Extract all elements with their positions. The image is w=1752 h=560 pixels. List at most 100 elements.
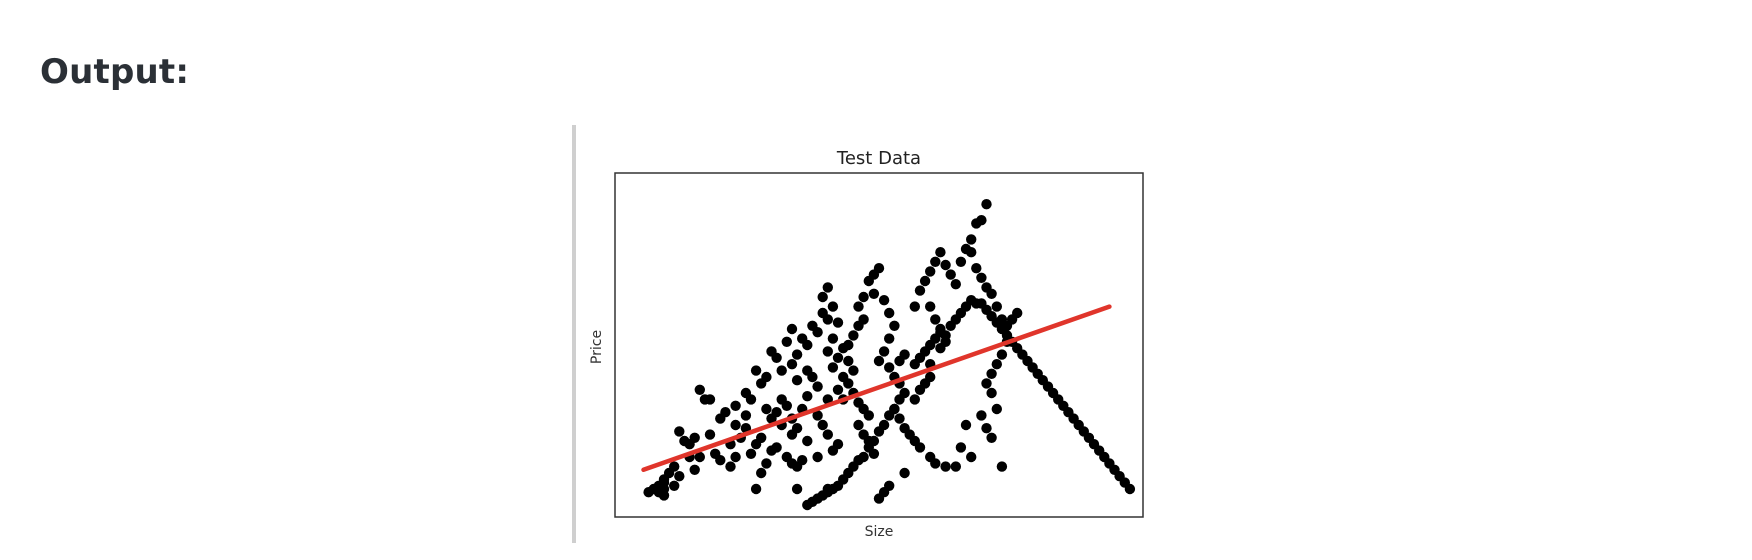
data-point <box>919 275 931 287</box>
data-point <box>710 448 721 459</box>
data-point <box>848 330 859 341</box>
data-point <box>776 365 787 376</box>
data-point <box>945 269 956 280</box>
data-point <box>899 467 910 479</box>
data-point <box>955 256 967 267</box>
data-point <box>838 371 849 383</box>
data-point <box>817 291 828 303</box>
data-point <box>643 487 654 498</box>
data-point <box>981 423 992 434</box>
data-point <box>894 394 905 405</box>
data-point <box>807 371 818 383</box>
data-point <box>791 349 803 360</box>
data-point <box>832 352 844 363</box>
output-heading: Output: <box>40 52 190 92</box>
data-point <box>771 442 782 453</box>
data-point <box>674 426 685 437</box>
data-point <box>848 365 859 376</box>
data-point <box>966 451 977 463</box>
data-point <box>884 362 895 373</box>
data-point <box>935 247 946 258</box>
data-point <box>858 314 869 325</box>
data-point <box>925 371 936 383</box>
data-point <box>873 263 885 274</box>
data-point <box>730 400 741 411</box>
data-point <box>986 387 997 399</box>
data-point <box>704 429 716 440</box>
data-point <box>750 483 762 495</box>
data-point <box>761 458 772 469</box>
data-point <box>766 346 777 357</box>
data-point <box>802 435 813 447</box>
y-axis-label: Price <box>589 330 605 364</box>
data-point <box>986 368 997 379</box>
data-point <box>950 279 961 290</box>
data-point <box>991 301 1002 312</box>
data-point <box>802 339 813 351</box>
data-point <box>950 461 961 472</box>
data-point <box>679 435 690 447</box>
data-point <box>786 323 798 335</box>
data-point <box>812 410 823 421</box>
data-point <box>791 423 803 434</box>
data-point <box>817 419 828 431</box>
data-point <box>925 266 936 277</box>
data-point <box>884 410 895 421</box>
data-point <box>720 407 731 418</box>
data-point <box>832 439 844 450</box>
data-point <box>930 256 941 267</box>
data-point <box>940 330 951 341</box>
data-point <box>878 346 890 357</box>
data-point <box>853 419 864 431</box>
data-point <box>863 442 874 453</box>
data-point <box>991 359 1002 370</box>
data-point <box>812 327 823 338</box>
data-point <box>996 461 1008 472</box>
data-point <box>863 410 874 421</box>
data-point <box>884 333 895 344</box>
data-point <box>689 432 700 443</box>
data-point <box>786 359 798 370</box>
data-point <box>822 346 833 357</box>
data-point <box>1012 307 1023 319</box>
data-point <box>976 215 987 226</box>
data-point <box>832 384 844 395</box>
data-point <box>730 419 741 431</box>
data-point <box>689 464 700 475</box>
data-point <box>940 461 951 472</box>
data-point <box>873 426 885 437</box>
data-point <box>843 339 854 351</box>
data-point <box>822 282 833 293</box>
data-point <box>750 439 762 450</box>
data-point <box>894 413 905 424</box>
data-point <box>822 429 833 440</box>
data-point <box>802 499 813 511</box>
data-point <box>725 461 736 472</box>
data-point <box>966 234 977 245</box>
data-point <box>827 301 839 312</box>
data-point <box>914 285 926 296</box>
data-point <box>827 362 839 373</box>
scatter-chart: Test Data Size Price <box>589 148 1144 540</box>
data-point <box>966 247 977 258</box>
left-border-rule <box>572 125 576 543</box>
data-point <box>694 451 705 463</box>
data-point <box>827 333 839 344</box>
data-point <box>884 307 895 319</box>
data-point <box>791 375 803 386</box>
data-point <box>812 451 823 463</box>
data-point <box>791 483 803 495</box>
data-point <box>761 403 772 415</box>
chart-title: Test Data <box>836 148 921 169</box>
data-point <box>899 349 910 360</box>
data-point <box>996 349 1008 360</box>
data-point <box>776 394 787 405</box>
data-point <box>781 336 792 347</box>
data-point <box>873 355 885 367</box>
data-point <box>930 314 941 325</box>
data-point <box>756 467 767 479</box>
points-layer <box>643 199 1136 511</box>
data-point <box>914 442 926 453</box>
data-point <box>658 490 670 501</box>
data-point <box>873 493 885 504</box>
